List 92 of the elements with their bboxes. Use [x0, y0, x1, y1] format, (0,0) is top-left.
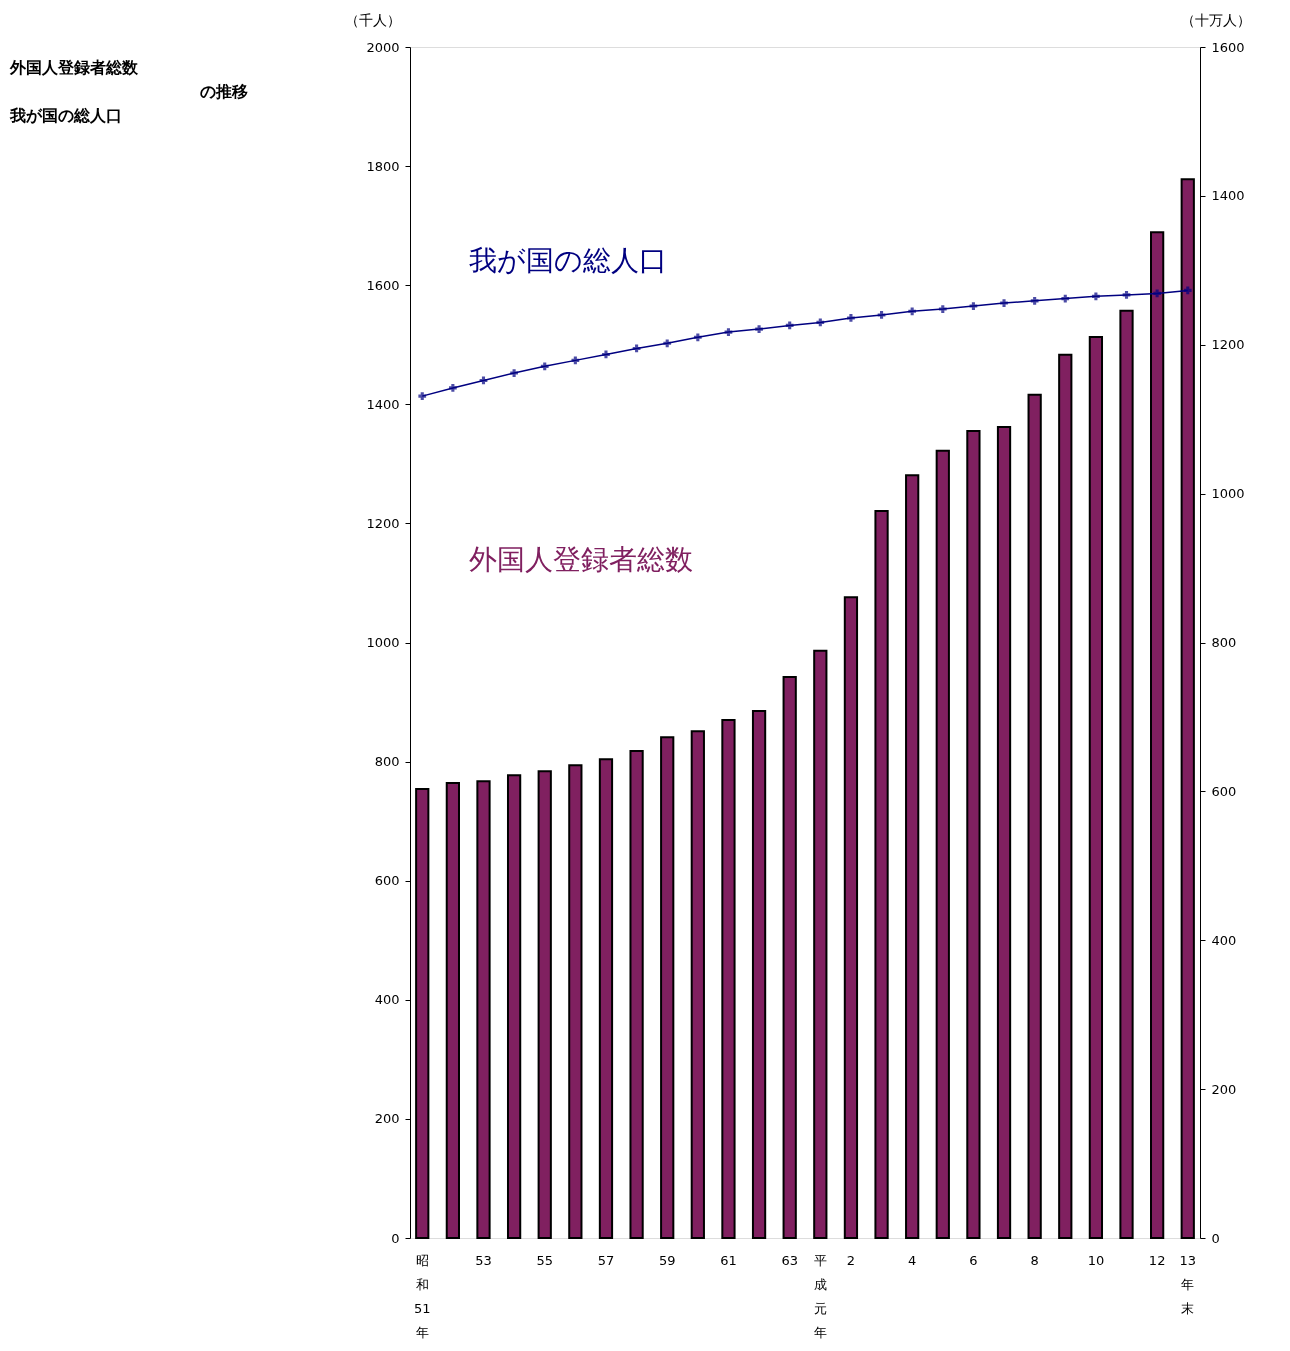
y-tick-label: 600: [374, 873, 400, 889]
bar: [598, 758, 614, 1239]
point: [908, 307, 917, 316]
point: [510, 369, 518, 377]
point: [1061, 294, 1070, 303]
point: [540, 362, 549, 371]
bar: [751, 709, 767, 1239]
bar: [1088, 336, 1104, 1239]
bar: [874, 509, 889, 1239]
bar: [782, 676, 797, 1239]
bar: [721, 718, 736, 1239]
bar: [660, 736, 675, 1239]
point: [785, 321, 794, 330]
x-tick-label: 61: [720, 1252, 737, 1268]
bar: [537, 770, 552, 1239]
x-tick-label: 6: [969, 1252, 978, 1268]
y2-tick-label: 600: [1211, 783, 1237, 799]
point: [602, 350, 610, 359]
point: [1153, 289, 1161, 298]
bar: [813, 649, 828, 1239]
point: [816, 318, 825, 327]
y2-tick-label: 1600: [1211, 39, 1245, 55]
y2-tick-label: 1000: [1211, 486, 1245, 502]
x-tick-label: 53: [475, 1252, 492, 1268]
point: [724, 328, 733, 336]
y2-tick-label: 1400: [1211, 188, 1245, 204]
y-tick-label: 0: [391, 1230, 400, 1246]
x-tick-label: 2: [846, 1252, 856, 1268]
x-tick-label: 57: [597, 1252, 615, 1268]
point: [449, 384, 457, 392]
bar: [1180, 178, 1195, 1239]
point: [693, 333, 702, 342]
bar: [476, 780, 491, 1239]
point: [969, 302, 978, 310]
y-tick-label: 2000: [366, 39, 400, 55]
y2-axis-title: （十万人）: [1180, 11, 1251, 28]
point: [755, 325, 763, 333]
x-tick-label: 平成元年: [813, 1252, 827, 1340]
bar: [966, 430, 981, 1239]
y-tick-label: 1000: [366, 635, 400, 650]
x-tick-label: 63: [781, 1252, 798, 1268]
bar: [843, 596, 859, 1239]
y-axis-title: （千人）: [344, 11, 401, 28]
point: [571, 356, 580, 365]
x-tick-label: 12: [1148, 1252, 1166, 1268]
x-tick-label: 59: [658, 1252, 676, 1268]
point: [938, 305, 947, 313]
y2-tick-label: 800: [1211, 635, 1237, 650]
text: 外国人登録者総数: [469, 543, 694, 577]
bar: [905, 474, 920, 1239]
y-tick-label: 400: [374, 992, 400, 1008]
y-tick-label: 1200: [366, 515, 400, 531]
point: [1030, 296, 1039, 305]
bar: [1058, 353, 1073, 1239]
bar: [1150, 231, 1165, 1239]
point: [1183, 286, 1192, 295]
text: 我が国の総人口: [9, 106, 122, 125]
y-tick-label: 800: [374, 754, 400, 770]
y-tick-label: 200: [374, 1111, 400, 1127]
y2-tick-label: 400: [1211, 932, 1237, 948]
point: [1122, 291, 1131, 299]
y-tick-label: 1800: [366, 158, 400, 174]
bar: [1119, 309, 1134, 1239]
point: [418, 392, 427, 400]
bar: [568, 764, 583, 1239]
y-tick-label: 1400: [366, 396, 400, 412]
bar: [629, 749, 644, 1239]
x-tick-label: 4: [908, 1252, 917, 1268]
text: の推移: [200, 82, 248, 101]
bar: [415, 787, 430, 1239]
bar: [996, 425, 1012, 1239]
text: 我が国の総人口: [469, 244, 668, 278]
point: [1092, 292, 1100, 301]
x-tick-label: 昭和51年: [413, 1252, 431, 1340]
x-tick-label: 8: [1030, 1252, 1039, 1268]
y2-tick-label: 0: [1211, 1230, 1220, 1246]
bar: [1027, 393, 1042, 1239]
bar: [690, 730, 705, 1239]
y2-tick-label: 1200: [1211, 337, 1245, 353]
bar: [506, 774, 522, 1239]
point: [1000, 299, 1008, 307]
point: [663, 339, 672, 348]
bar: [935, 449, 950, 1239]
point: [877, 311, 886, 319]
x-tick-label: 13年末: [1179, 1252, 1197, 1316]
y2-tick-label: 200: [1211, 1081, 1237, 1097]
y-tick-label: 1600: [366, 277, 400, 293]
x-tick-label: 10: [1087, 1252, 1105, 1268]
point: [847, 314, 855, 322]
bar: [445, 782, 460, 1239]
text: 外国人登録者総数: [9, 58, 139, 77]
x-tick-label: 55: [536, 1252, 553, 1268]
